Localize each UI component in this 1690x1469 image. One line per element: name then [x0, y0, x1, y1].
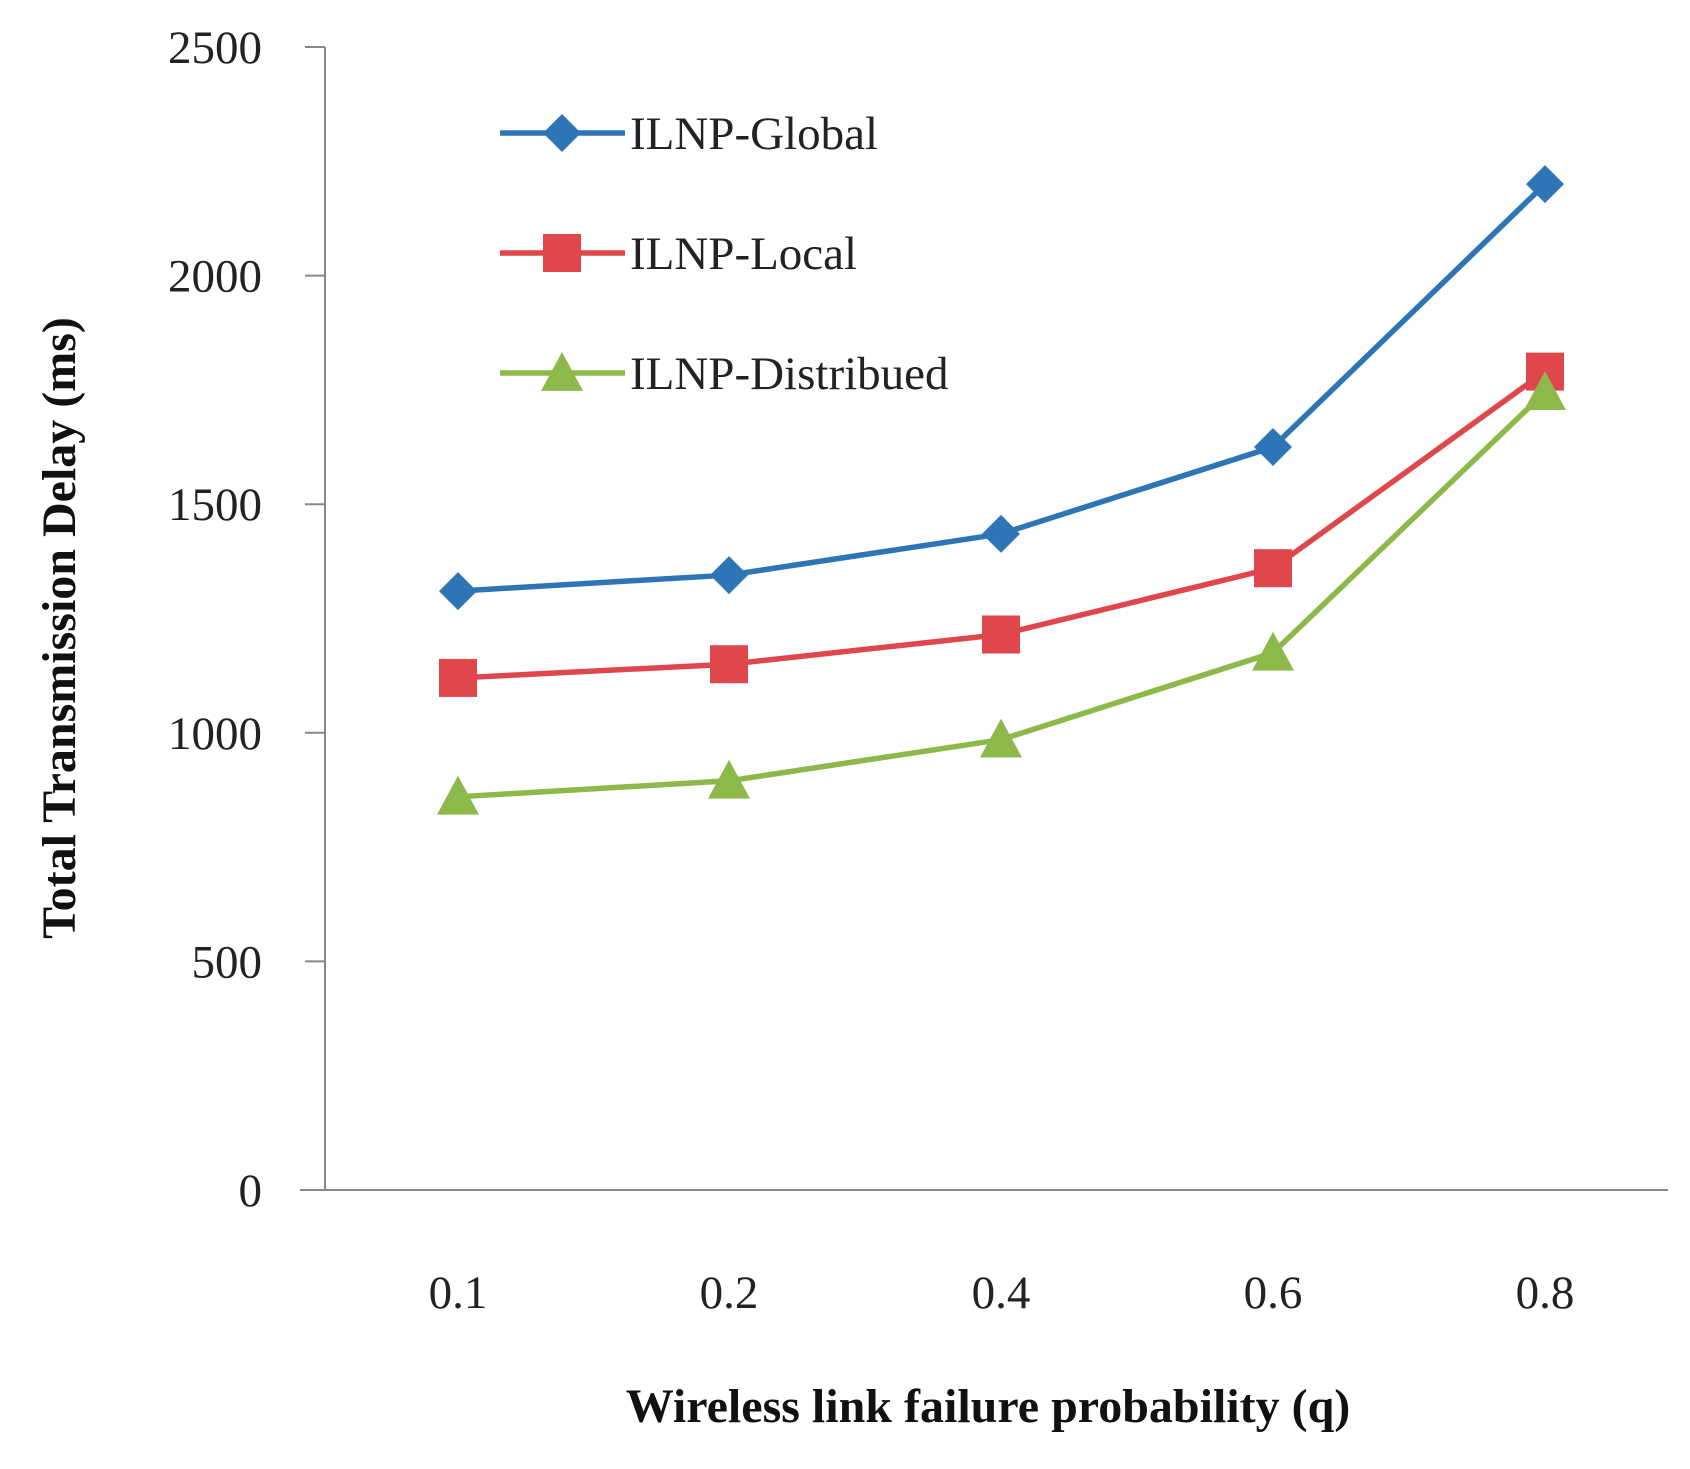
legend-items: ILNP-Global ILNP-Local ILNP-Distribued [500, 108, 949, 400]
data-point [1254, 549, 1292, 588]
legend-item: ILNP-Global [500, 108, 878, 160]
legend-label: ILNP-Local [630, 228, 857, 280]
y-tick-label: 0 [239, 1165, 263, 1217]
data-point [710, 645, 748, 684]
y-axis-ticks: 0 500 1000 1500 2000 2500 [168, 22, 325, 1217]
series-triangle [437, 371, 1566, 815]
data-point [982, 615, 1020, 654]
y-tick-label: 2000 [168, 251, 262, 303]
x-axis-title: Wireless link failure probability (q) [626, 1380, 1351, 1433]
data-point [710, 556, 748, 595]
legend-label: ILNP-Distribued [630, 348, 949, 400]
data-point [437, 775, 479, 815]
y-tick-label: 2500 [168, 22, 262, 74]
y-tick-label: 1000 [168, 708, 262, 760]
legend-item: ILNP-Distribued [500, 348, 949, 400]
series-layer [437, 165, 1566, 815]
data-point [982, 514, 1020, 553]
legend-marker [543, 114, 581, 152]
legend-marker [543, 234, 581, 272]
plot-area: 0 500 1000 1500 2000 2500 0.1 0.2 0.4 0.6 0.8 [168, 22, 1668, 1319]
data-point [708, 759, 750, 799]
x-axis-ticks: 0.1 0.2 0.4 0.6 0.8 [429, 1267, 1575, 1319]
data-point [1254, 428, 1292, 467]
x-tick-label: 0.1 [429, 1267, 488, 1319]
series-square [439, 352, 1564, 697]
legend-label: ILNP-Global [630, 108, 878, 160]
data-point [1526, 165, 1564, 204]
legend: ILNP-Global ILNP-Local ILNP-Distribued [500, 108, 949, 400]
data-point [1252, 631, 1294, 671]
x-tick-label: 0.2 [700, 1267, 759, 1319]
x-tick-label: 0.4 [972, 1267, 1031, 1319]
x-tick-label: 0.6 [1244, 1267, 1303, 1319]
y-axis-title: Total Transmission Delay (ms) [33, 317, 86, 939]
legend-marker [541, 352, 583, 391]
y-tick-label: 500 [192, 936, 263, 988]
series-diamond [439, 165, 1564, 611]
x-tick-label: 0.8 [1516, 1267, 1575, 1319]
legend-item: ILNP-Local [500, 228, 857, 280]
data-point [1524, 371, 1566, 411]
data-point [439, 572, 477, 611]
data-point [980, 718, 1022, 758]
y-tick-label: 1500 [168, 479, 262, 531]
data-point [439, 658, 477, 697]
